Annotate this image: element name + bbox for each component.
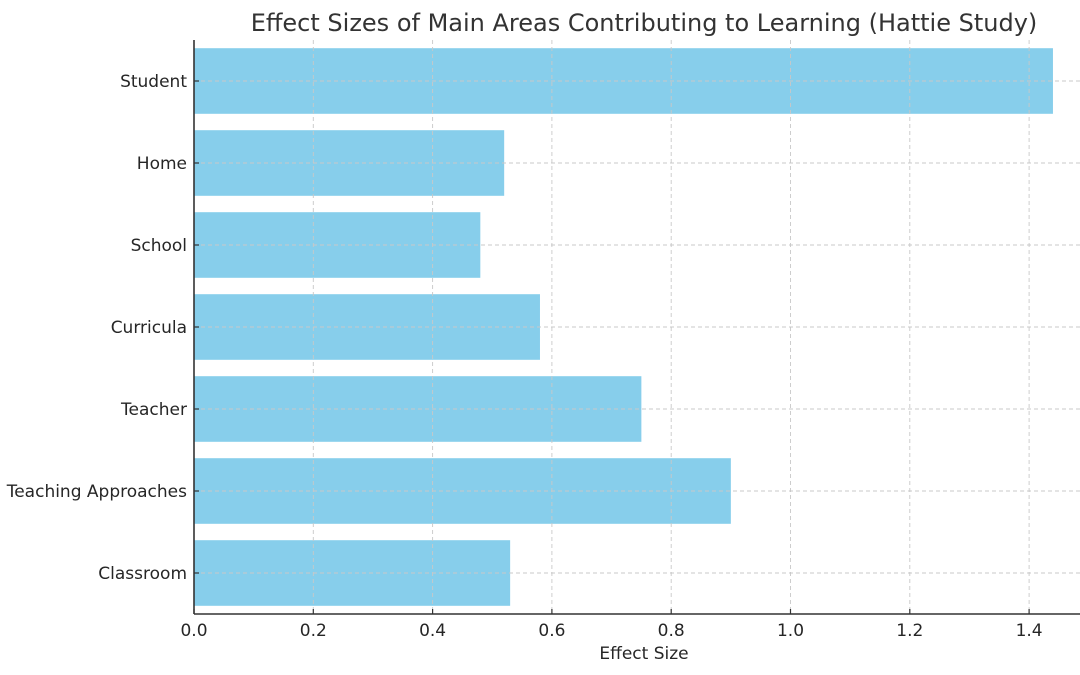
x-axis-label: Effect Size (599, 644, 688, 664)
x-tick-label: 1.4 (1016, 621, 1043, 641)
x-tick-label: 0.4 (419, 621, 446, 641)
y-tick-label: Home (137, 154, 187, 174)
y-tick-label: Curricula (111, 318, 187, 338)
x-tick-label: 1.0 (777, 621, 804, 641)
x-tick-label: 0.6 (538, 621, 565, 641)
y-tick-label: School (131, 236, 187, 256)
y-tick-label: Student (120, 72, 187, 92)
x-tick-label: 0.8 (658, 621, 685, 641)
x-tick-label: 1.2 (896, 621, 923, 641)
y-tick-label: Classroom (98, 564, 187, 584)
x-tick-label: 0.0 (180, 621, 207, 641)
y-tick-label: Teacher (120, 400, 187, 420)
chart-title: Effect Sizes of Main Areas Contributing … (251, 9, 1038, 37)
y-tick-label: Teaching Approaches (6, 482, 187, 502)
x-tick-label: 0.2 (300, 621, 327, 641)
